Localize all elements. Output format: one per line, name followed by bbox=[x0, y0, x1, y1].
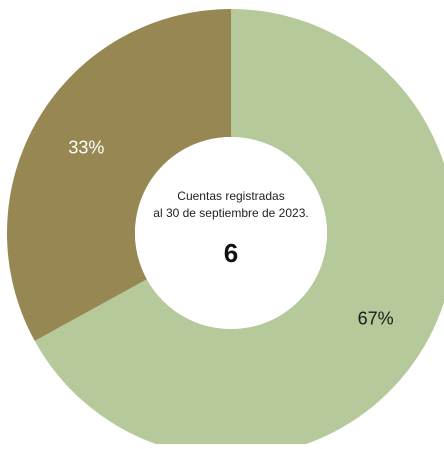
slices-group bbox=[7, 9, 444, 449]
center-total: 6 bbox=[224, 238, 238, 268]
slice-label-0: 67% bbox=[358, 309, 394, 329]
slice-label-1: 33% bbox=[68, 137, 104, 157]
donut-hole bbox=[135, 137, 327, 329]
slice-1 bbox=[7, 9, 232, 341]
slice-labels-group: 67% 33% bbox=[68, 137, 393, 328]
center-caption-line1: Cuentas registradas bbox=[177, 189, 284, 203]
slice-0 bbox=[34, 9, 444, 449]
center-caption-line2: al 30 de septiembre de 2023. bbox=[153, 206, 308, 220]
